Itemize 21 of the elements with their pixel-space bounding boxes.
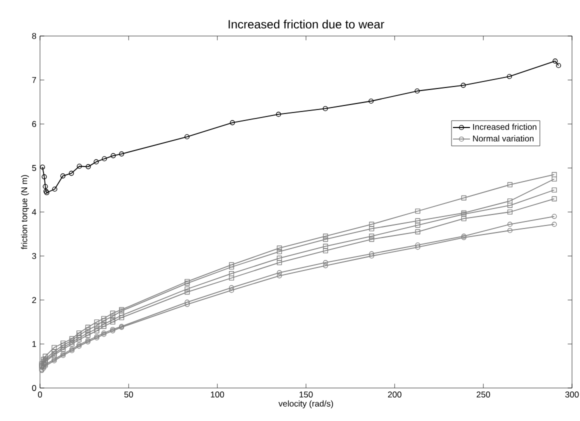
x-tick-label: 200	[388, 392, 402, 398]
y-tick-label: 7	[32, 77, 36, 83]
chart-title: Increased friction due to wear	[228, 20, 384, 28]
legend-label: Normal variation	[473, 135, 534, 142]
legend-label: Increased friction	[473, 124, 536, 130]
y-tick-label: 8	[32, 33, 36, 39]
y-tick-label: 0	[32, 385, 36, 391]
y-tick-label: 6	[32, 121, 36, 127]
y-tick-label: 2	[32, 297, 36, 303]
y-tick-label: 4	[32, 209, 36, 215]
x-axis-title: velocity (rad/s)	[278, 400, 333, 408]
x-tick-label: 250	[476, 392, 490, 398]
x-tick-label: 300	[565, 392, 579, 398]
x-tick-label: 50	[124, 392, 134, 398]
y-axis-title: friction torque (N m)	[21, 175, 29, 250]
x-tick-label: 100	[210, 392, 224, 398]
x-tick-label: 0	[38, 392, 42, 398]
y-tick-label: 3	[32, 253, 36, 259]
x-tick-label: 150	[300, 392, 313, 398]
y-tick-label: 1	[32, 341, 36, 347]
y-tick-label: 5	[32, 165, 36, 171]
